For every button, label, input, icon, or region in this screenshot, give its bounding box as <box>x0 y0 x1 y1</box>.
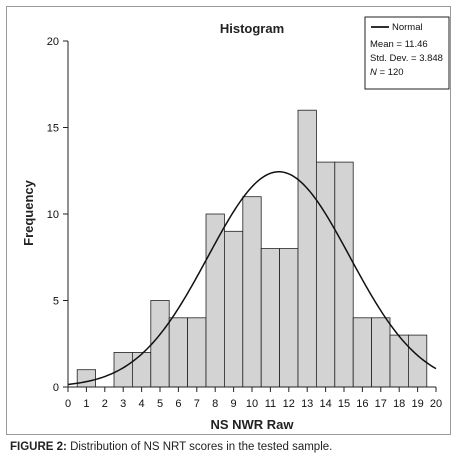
histogram-bar <box>205 213 225 388</box>
chart-title: Histogram <box>220 21 284 36</box>
normal-curve <box>67 171 437 386</box>
x-tick-label: 8 <box>212 398 218 410</box>
histogram-bar <box>131 351 152 388</box>
x-tick-label: 4 <box>139 398 145 410</box>
histogram-bar <box>168 317 188 388</box>
x-tick-label: 14 <box>319 398 331 410</box>
x-tick-label: 16 <box>356 398 368 410</box>
caption-text: Distribution of NS NRT scores in the tes… <box>66 441 333 453</box>
figure-caption: FIGURE 2: Distribution of NS NRT scores … <box>10 441 332 453</box>
histogram-bar <box>242 196 262 388</box>
bars-group <box>76 109 428 388</box>
legend-n: N = 120 <box>370 67 404 78</box>
histogram-bar <box>371 317 391 388</box>
legend-n-symbol: N <box>370 67 377 78</box>
x-tick-label: 10 <box>246 398 258 410</box>
histogram-bar <box>352 317 373 388</box>
x-tick-label: 20 <box>430 398 442 410</box>
legend-series-label: Normal <box>392 22 423 33</box>
histogram-bar <box>334 161 354 388</box>
x-tick-label: 6 <box>175 398 181 410</box>
y-tick-label: 15 <box>47 123 59 135</box>
x-tick-label: 13 <box>301 398 313 410</box>
x-tick-label: 9 <box>231 398 237 410</box>
y-tick-label: 20 <box>47 36 59 48</box>
x-axis-title: NS NWR Raw <box>210 417 294 432</box>
x-tick-label: 12 <box>283 398 295 410</box>
x-tick-label: 18 <box>393 398 405 410</box>
histogram-bar <box>150 300 170 388</box>
caption-label: FIGURE 2: <box>10 441 67 453</box>
legend-sd: Std. Dev. = 3.848 <box>370 53 443 64</box>
histogram-bar <box>113 351 133 388</box>
y-tick-label: 10 <box>47 209 59 221</box>
x-tick-label: 1 <box>83 398 89 410</box>
histogram-bar <box>76 369 96 388</box>
x-tick-label: 7 <box>194 398 200 410</box>
legend-mean: Mean = 11.46 <box>370 39 428 50</box>
y-tick-label: 0 <box>53 382 59 394</box>
x-tick-label: 2 <box>102 398 108 410</box>
x-tick-label: 17 <box>375 398 387 410</box>
y-axis-title: Frequency <box>21 179 36 246</box>
x-tick-label: 0 <box>65 398 71 410</box>
figure-frame <box>6 6 451 435</box>
legend: Normal Mean = 11.46 Std. Dev. = 3.848 N … <box>364 16 450 90</box>
legend-box <box>364 16 450 90</box>
histogram-bar <box>297 109 317 388</box>
x-tick-label: 11 <box>265 398 276 410</box>
y-tick-label: 5 <box>53 296 59 308</box>
histogram-bar <box>260 248 281 388</box>
histogram-bar <box>279 248 299 388</box>
x-tick-label: 15 <box>338 398 350 410</box>
x-tick-label: 3 <box>120 398 126 410</box>
histogram-bar <box>315 161 336 388</box>
histogram-bar <box>223 230 244 388</box>
legend-n-value: = 120 <box>377 67 404 78</box>
x-tick-label: 19 <box>411 398 423 410</box>
histogram-bar <box>187 317 207 388</box>
x-tick-label: 5 <box>157 398 163 410</box>
